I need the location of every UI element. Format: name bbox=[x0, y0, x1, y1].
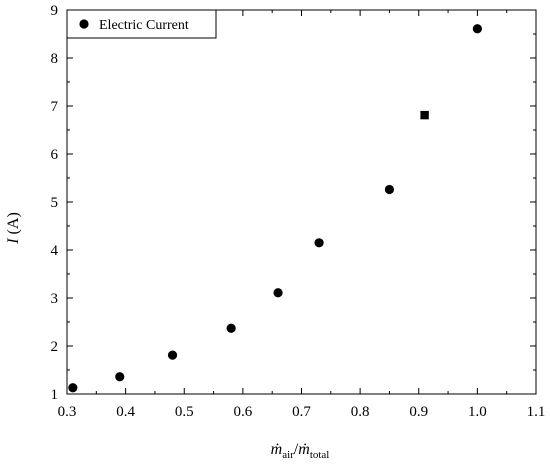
x-axis-title: ṁair/ṁtotal bbox=[271, 441, 330, 461]
y-axis-title: I (A) bbox=[5, 212, 22, 245]
x-axis-title-sub-1: air bbox=[282, 449, 294, 461]
y-tick-label: 3 bbox=[51, 291, 59, 307]
y-axis: 1 2 3 4 5 6 7 8 9 bbox=[51, 3, 536, 403]
data-point bbox=[384, 184, 395, 195]
x-tick-label: 0.3 bbox=[58, 404, 77, 420]
y-tick-label: 9 bbox=[51, 3, 59, 19]
x-tick-label: 0.8 bbox=[351, 404, 370, 420]
y-tick-label: 4 bbox=[51, 243, 59, 259]
y-tick-label: 8 bbox=[51, 51, 59, 67]
x-axis-title-sub-2: total bbox=[310, 449, 330, 461]
x-tick-label: 0.4 bbox=[116, 404, 135, 420]
x-axis-title-slash: / bbox=[294, 441, 299, 458]
data-point bbox=[226, 323, 236, 333]
legend-marker-circle bbox=[79, 19, 89, 29]
y-tick-label: 6 bbox=[51, 147, 59, 163]
data-point bbox=[273, 288, 283, 298]
legend-box bbox=[66, 9, 217, 39]
y-tick-label: 1 bbox=[51, 387, 59, 403]
x-axis: 0.3 0.4 0.5 0.6 0.7 0.8 0.9 1.0 1.1 bbox=[58, 10, 546, 420]
plot-frame bbox=[66, 9, 537, 395]
data-point bbox=[472, 24, 482, 34]
x-axis-title-mdot-2: ṁ bbox=[298, 441, 310, 458]
legend-label: Electric Current bbox=[99, 18, 189, 33]
data-point bbox=[115, 372, 125, 382]
x-tick-label: 1.1 bbox=[527, 404, 546, 420]
y-axis-title-unit: (A) bbox=[5, 212, 22, 238]
data-point bbox=[314, 238, 324, 248]
y-axis-title-italic: I bbox=[5, 238, 22, 245]
x-tick-label: 0.9 bbox=[409, 404, 428, 420]
x-tick-label: 0.7 bbox=[292, 404, 311, 420]
x-tick-label: 0.6 bbox=[234, 404, 253, 420]
data-points bbox=[68, 24, 482, 393]
x-tick-label: 0.5 bbox=[175, 404, 194, 420]
x-axis-title-mdot-1: ṁ bbox=[271, 441, 283, 458]
data-point-square bbox=[420, 110, 429, 120]
y-tick-label: 2 bbox=[51, 339, 59, 355]
legend: Electric Current bbox=[66, 9, 217, 39]
x-tick-label: 1.0 bbox=[468, 404, 487, 420]
y-tick-label: 7 bbox=[51, 99, 59, 115]
data-point bbox=[167, 350, 178, 360]
y-tick-label: 5 bbox=[51, 195, 59, 211]
data-point bbox=[68, 383, 78, 393]
plot-area-border bbox=[66, 9, 537, 395]
